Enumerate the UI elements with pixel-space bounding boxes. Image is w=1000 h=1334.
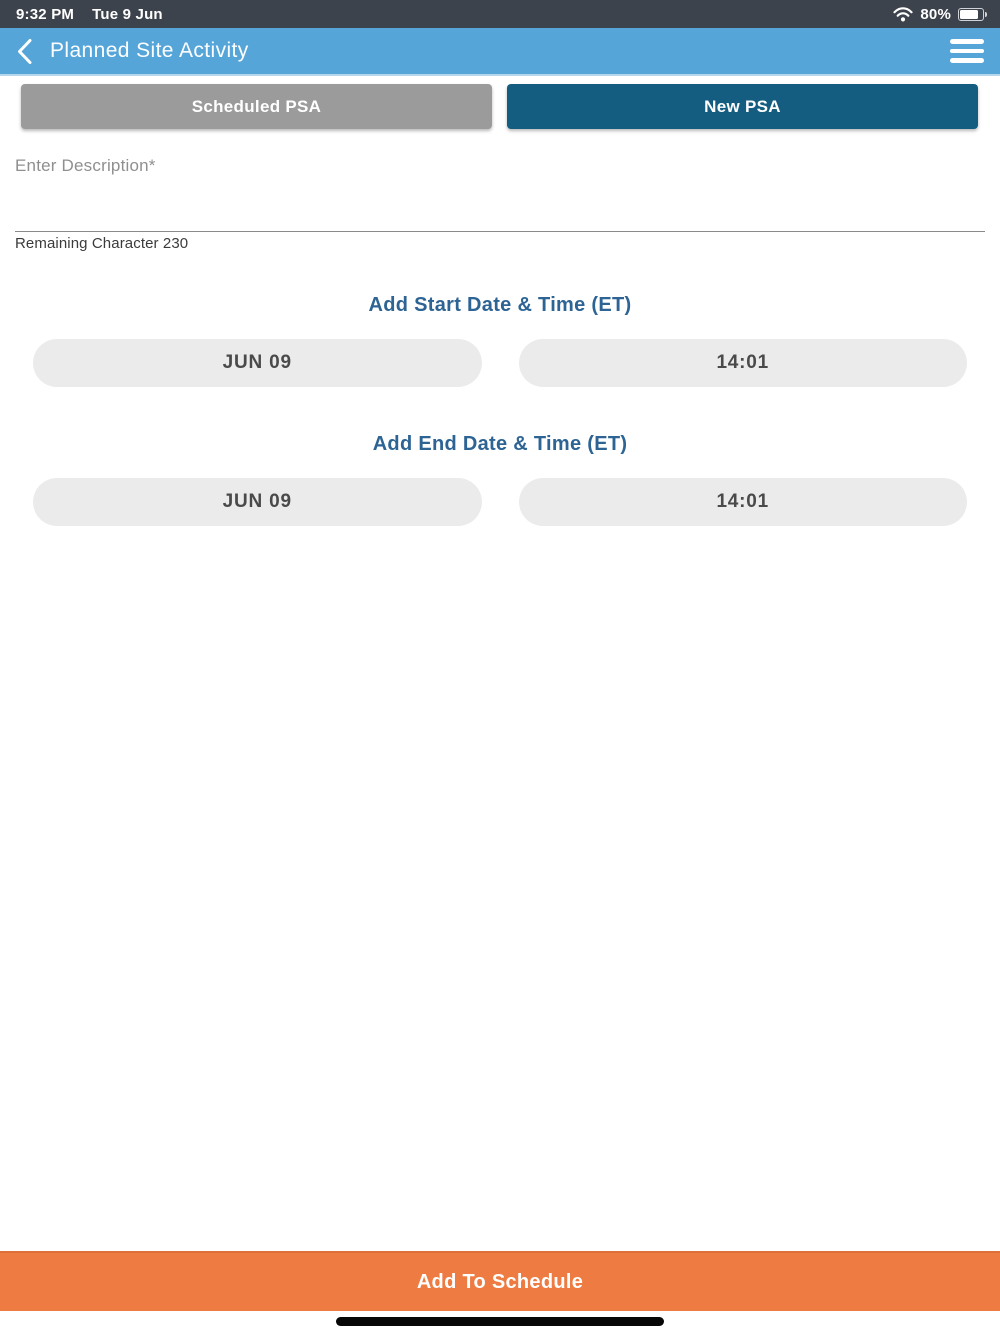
start-time-picker[interactable]: 14:01 bbox=[518, 339, 967, 387]
add-to-schedule-button[interactable]: Add To Schedule bbox=[0, 1251, 1000, 1311]
end-time-picker[interactable]: 14:01 bbox=[518, 478, 967, 526]
date-text: Tue 9 Jun bbox=[92, 5, 163, 23]
end-date-picker[interactable]: JUN 09 bbox=[33, 478, 482, 526]
battery-percent-text: 80% bbox=[920, 5, 951, 23]
battery-icon bbox=[958, 7, 987, 21]
status-bar: 9:32 PM Tue 9 Jun 80% bbox=[0, 0, 1000, 28]
clock-text: 9:32 PM bbox=[16, 5, 75, 23]
description-label: Enter Description* bbox=[15, 156, 156, 175]
start-date-picker[interactable]: JUN 09 bbox=[33, 339, 482, 387]
end-pill-row: JUN 09 14:01 bbox=[0, 478, 1000, 526]
description-block: Enter Description* Remaining Character 2… bbox=[15, 156, 985, 252]
end-datetime-section: Add End Date & Time (ET) JUN 09 14:01 bbox=[0, 433, 1000, 526]
start-datetime-section: Add Start Date & Time (ET) JUN 09 14:01 bbox=[0, 294, 1000, 387]
wifi-icon bbox=[893, 6, 913, 22]
tab-bar: Scheduled PSA New PSA bbox=[0, 76, 1000, 129]
page-title: Planned Site Activity bbox=[50, 39, 249, 62]
tab-scheduled-psa[interactable]: Scheduled PSA bbox=[21, 84, 492, 129]
nav-bar: Planned Site Activity bbox=[0, 28, 1000, 76]
back-button[interactable] bbox=[14, 34, 35, 69]
start-pill-row: JUN 09 14:01 bbox=[0, 339, 1000, 387]
home-indicator[interactable] bbox=[336, 1317, 664, 1326]
hamburger-menu-icon[interactable] bbox=[948, 35, 986, 67]
status-bar-right: 80% bbox=[893, 5, 987, 23]
remaining-character-text: Remaining Character 230 bbox=[15, 235, 189, 252]
description-input[interactable] bbox=[15, 176, 985, 232]
end-section-heading: Add End Date & Time (ET) bbox=[372, 433, 628, 455]
tab-new-psa[interactable]: New PSA bbox=[507, 84, 978, 129]
status-bar-left: 9:32 PM Tue 9 Jun bbox=[16, 6, 163, 23]
battery-fill bbox=[960, 9, 978, 19]
chevron-left-icon bbox=[16, 38, 33, 65]
start-section-heading: Add Start Date & Time (ET) bbox=[368, 294, 632, 316]
